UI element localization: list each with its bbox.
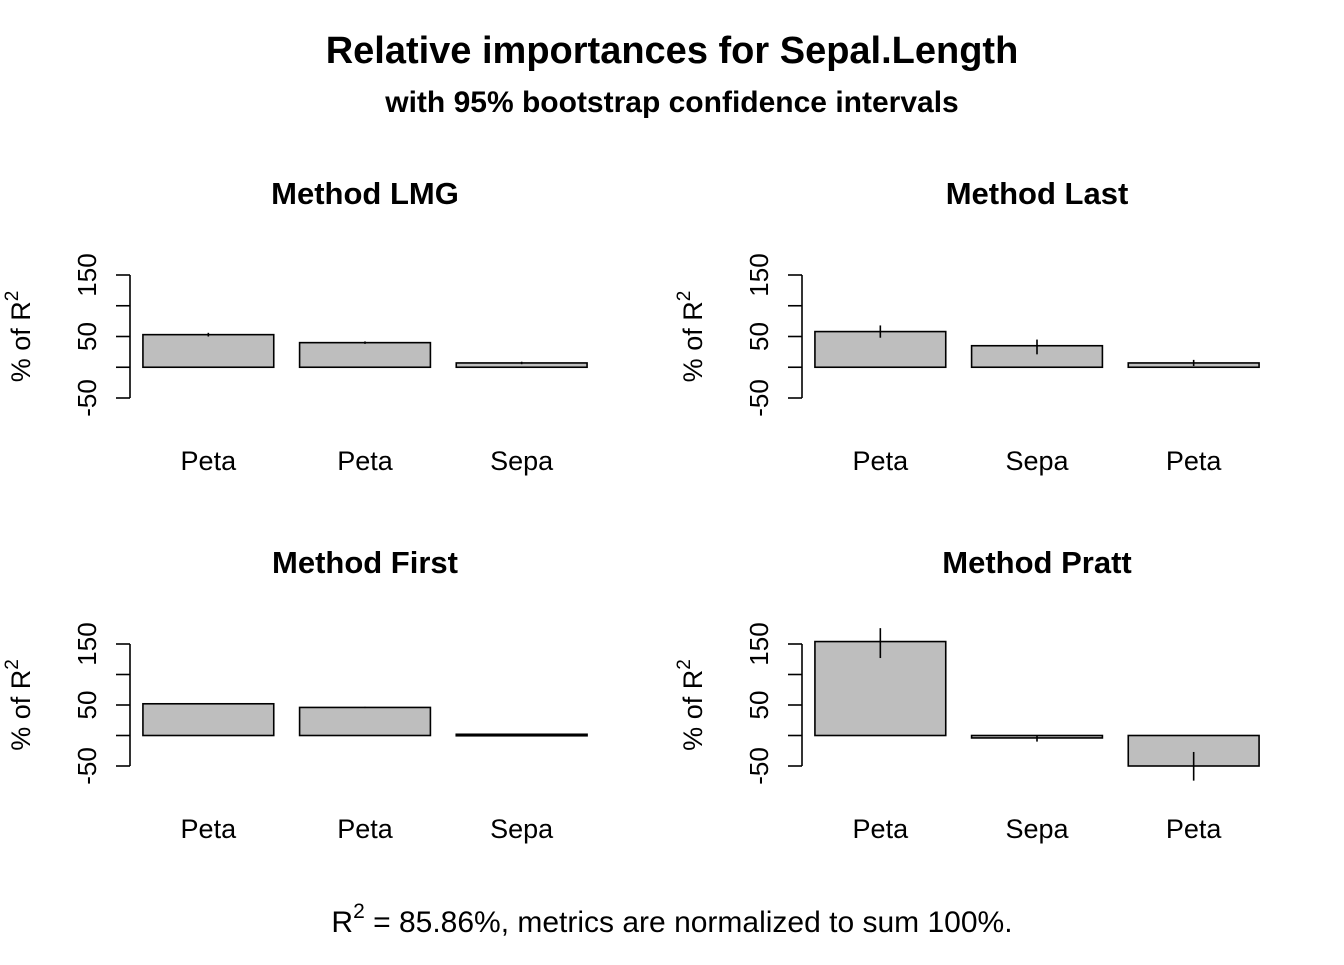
y-tick-label: 50 — [72, 322, 102, 351]
footer-text: = 85.86%, metrics are normalized to sum … — [365, 906, 1013, 939]
bar — [298, 341, 432, 369]
footer-r-superscript: 2 — [353, 900, 365, 923]
x-tick-label: Peta — [337, 814, 394, 844]
footer-r-label: R — [331, 906, 353, 939]
bar — [298, 706, 432, 737]
y-tick-label: 50 — [744, 691, 774, 720]
bar — [142, 702, 275, 737]
y-axis-label-superscript: 2 — [2, 291, 23, 302]
x-tick-label: Sepa — [490, 446, 554, 476]
x-tick-label: Peta — [853, 814, 910, 844]
panel-title: Method Pratt — [942, 545, 1131, 580]
x-tick-label: Peta — [1166, 814, 1223, 844]
x-tick-label: Peta — [1166, 446, 1223, 476]
x-tick-label: Sepa — [1005, 446, 1069, 476]
y-axis-label-text: % of R — [678, 301, 708, 382]
y-axis-label-superscript: 2 — [674, 659, 695, 670]
panel-2: Method Last -50 50 150 % of R2 Peta Sepa Peta — [674, 176, 1260, 476]
y-tick-label: 50 — [72, 691, 102, 720]
x-tick-label: Sepa — [1005, 814, 1069, 844]
bar — [142, 333, 275, 369]
y-axis-label-text: % of R — [678, 670, 708, 751]
y-tick-label: -50 — [72, 379, 102, 417]
y-tick-label: -50 — [744, 747, 774, 785]
y-tick-label: 150 — [72, 253, 102, 296]
y-axis-label-text: % of R — [6, 301, 36, 382]
y-axis-label: % of R2 — [2, 291, 36, 383]
x-tick-label: Peta — [337, 446, 394, 476]
y-axis-label: % of R2 — [674, 291, 708, 383]
y-axis-label: % of R2 — [2, 659, 36, 751]
y-tick-label: 150 — [744, 622, 774, 665]
x-tick-label: Peta — [181, 446, 238, 476]
y-tick-label: 150 — [72, 622, 102, 665]
panel-title: Method First — [272, 545, 458, 580]
panel-4: Method Pratt -50 50 150 % of R2 Peta Sepa Peta — [674, 545, 1260, 844]
x-tick-label: Sepa — [490, 814, 554, 844]
y-axis-label-text: % of R — [6, 670, 36, 751]
x-tick-label: Peta — [181, 814, 238, 844]
panel-title: Method Last — [946, 176, 1129, 211]
y-tick-label: -50 — [744, 379, 774, 417]
main-title: Relative importances for Sepal.Length — [326, 30, 1019, 72]
panel-title: Method LMG — [271, 176, 459, 211]
y-axis-label-superscript: 2 — [2, 659, 23, 670]
footer-note: R2 = 85.86%, metrics are normalized to s… — [331, 900, 1012, 939]
panel-1: Method LMG -50 50 150 % of R2 Peta Peta Sepa — [2, 176, 588, 476]
y-tick-label: -50 — [72, 747, 102, 785]
panel-3: Method First -50 50 150 % of R2 Peta Peta Sepa — [2, 545, 588, 844]
y-axis-label: % of R2 — [674, 659, 708, 751]
x-tick-label: Peta — [853, 446, 910, 476]
subtitle: with 95% bootstrap confidence intervals — [384, 86, 958, 119]
y-axis-label-superscript: 2 — [674, 291, 695, 302]
y-tick-label: 150 — [744, 253, 774, 296]
y-tick-label: 50 — [744, 322, 774, 351]
